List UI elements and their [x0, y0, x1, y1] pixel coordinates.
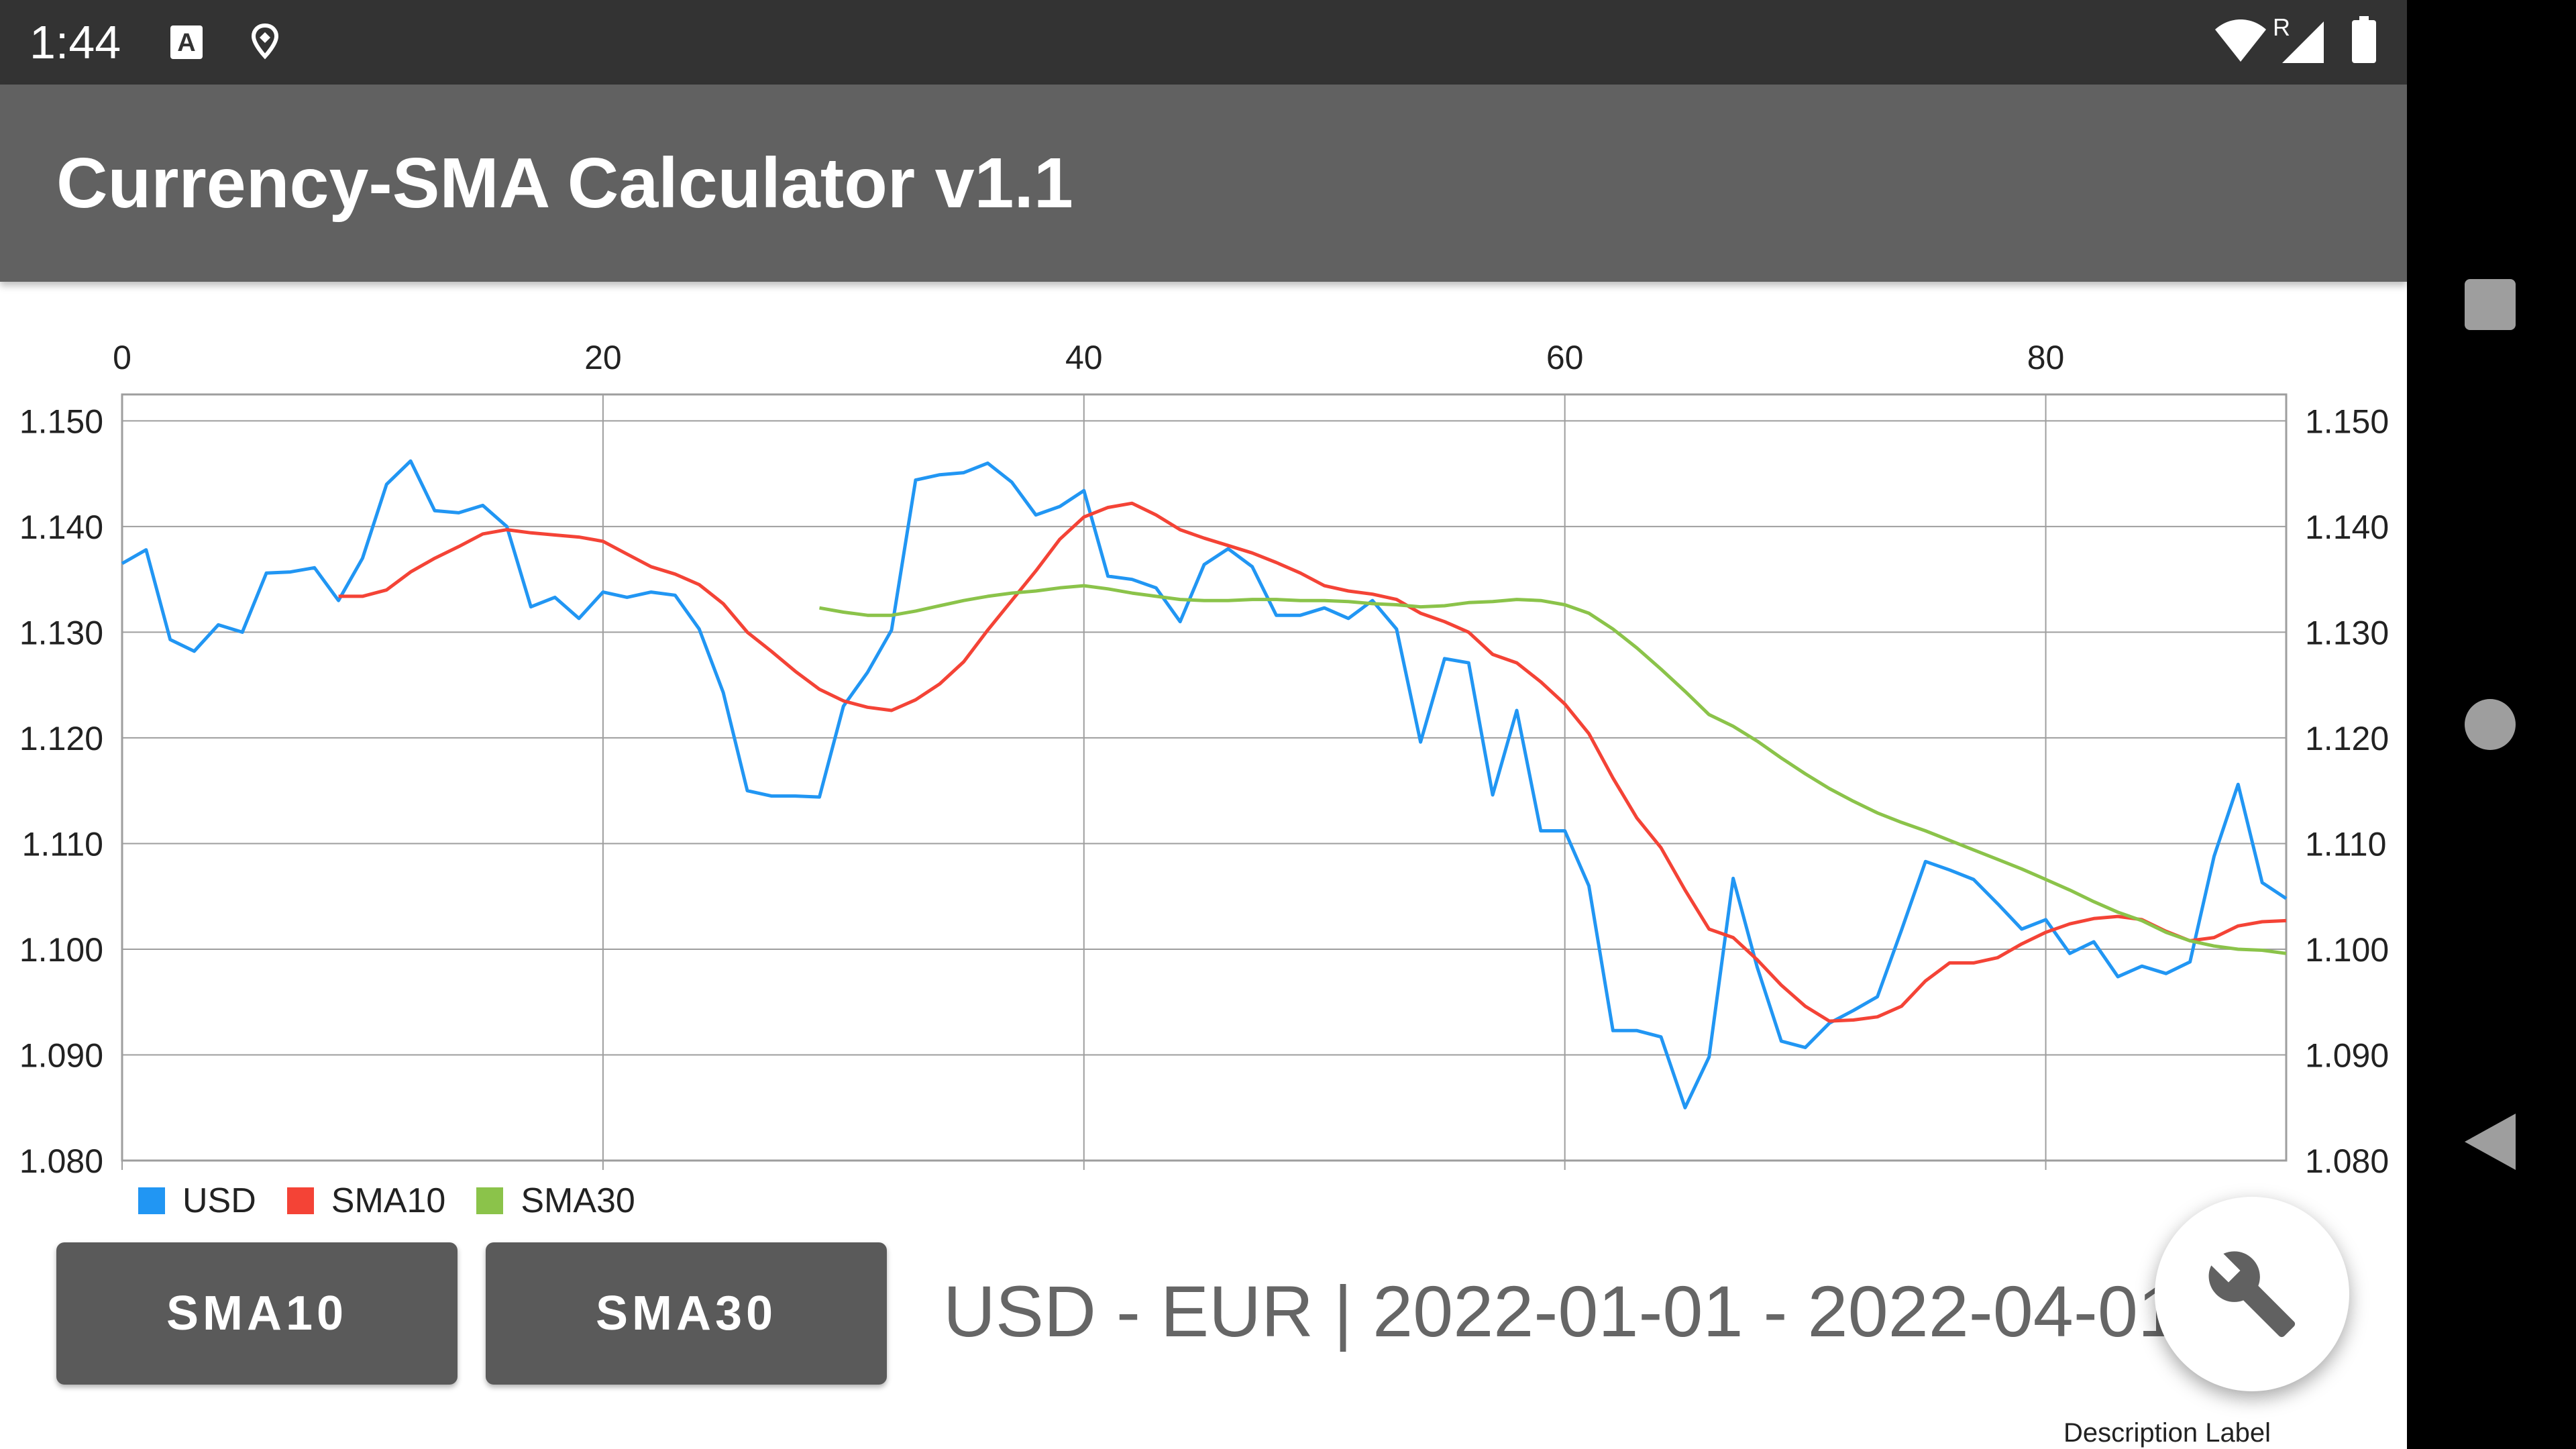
app-title: Currency-SMA Calculator v1.1 [56, 144, 1073, 223]
y-tick-label-left: 1.130 [19, 614, 103, 651]
y-tick-label-left: 1.100 [19, 931, 103, 969]
status-bar: 1:44 A R [0, 0, 2407, 85]
x-tick-label: 40 [1065, 339, 1103, 376]
currency-line-chart[interactable]: 1.080 1.080 1.090 1.090 1.100 1.100 1.110 1.110… [0, 282, 2407, 1208]
wrench-icon [2208, 1251, 2296, 1338]
cell-signal-icon [2282, 21, 2324, 63]
series-line-sma10 [338, 501, 2287, 1023]
y-tick-label-right: 1.130 [2305, 614, 2389, 651]
app-bar: Currency-SMA Calculator v1.1 [0, 85, 2407, 282]
roaming-indicator: R [2273, 13, 2290, 41]
recents-square-icon[interactable] [2465, 279, 2516, 330]
y-tick-label-left: 1.140 [19, 508, 103, 546]
chart-legend: USD SMA10 SMA30 [138, 1179, 666, 1222]
y-tick-label-left: 1.150 [19, 402, 103, 440]
sma30-button[interactable]: SMA30 [486, 1242, 887, 1385]
legend-label: SMA10 [331, 1181, 446, 1220]
series-line-usd [121, 459, 2288, 1110]
settings-fab[interactable] [2155, 1197, 2349, 1391]
y-tick-label-right: 1.120 [2305, 720, 2389, 757]
navigation-bar [2407, 0, 2576, 1449]
sma10-button[interactable]: SMA10 [56, 1242, 458, 1385]
x-tick-label: 80 [2027, 339, 2065, 376]
x-tick-label: 0 [113, 339, 131, 376]
series-line-sma30 [819, 584, 2287, 955]
chart-area[interactable]: 1.080 1.080 1.090 1.090 1.100 1.100 1.110 1.110… [0, 282, 2407, 1448]
plot-frame [121, 393, 2288, 1162]
y-tick-label-right: 1.080 [2305, 1142, 2389, 1180]
legend-swatch [286, 1187, 314, 1214]
legend-swatch [138, 1187, 165, 1214]
legend-item-usd: USD [138, 1181, 256, 1221]
svg-text:A: A [177, 29, 195, 57]
legend-swatch [476, 1187, 504, 1214]
y-tick-label-right: 1.140 [2305, 508, 2389, 546]
back-triangle-icon[interactable] [2462, 1111, 2518, 1173]
legend-label: SMA30 [521, 1181, 635, 1220]
y-tick-label-right: 1.150 [2305, 402, 2389, 440]
y-tick-label-right: 1.090 [2305, 1036, 2389, 1074]
legend-item-sma10: SMA10 [286, 1181, 446, 1221]
x-tick-label: 20 [584, 339, 622, 376]
wifi-icon [2215, 19, 2266, 62]
status-time: 1:44 [30, 16, 121, 68]
x-tick-label: 60 [1546, 339, 1584, 376]
chart-description-label: Description Label [2063, 1418, 2271, 1448]
y-tick-label-left: 1.080 [19, 1142, 103, 1180]
a-text-icon: A [170, 25, 203, 59]
y-tick-label-left: 1.120 [19, 720, 103, 757]
home-circle-icon[interactable] [2465, 699, 2516, 750]
y-tick-label-left: 1.090 [19, 1036, 103, 1074]
legend-label: USD [182, 1181, 256, 1220]
battery-icon [2352, 16, 2376, 63]
y-tick-label-left: 1.110 [22, 825, 103, 863]
currency-range-info: USD - EUR | 2022-01-01 - 2022-04-01 [943, 1271, 2178, 1352]
location-pin-icon [251, 23, 279, 60]
y-tick-label-right: 1.100 [2305, 931, 2389, 969]
legend-item-sma30: SMA30 [476, 1181, 635, 1221]
y-tick-label-right: 1.110 [2305, 825, 2386, 863]
